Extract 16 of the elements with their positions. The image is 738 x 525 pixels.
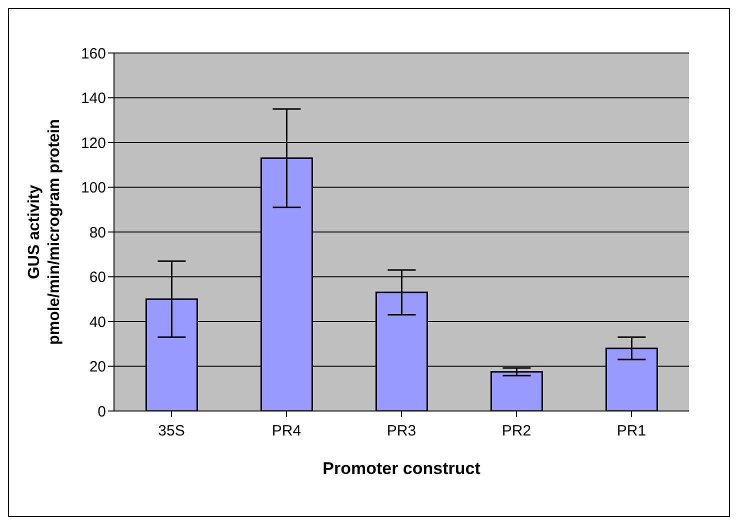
x-axis-title: Promoter construct bbox=[322, 459, 481, 478]
x-tick-label: PR3 bbox=[386, 422, 416, 440]
x-tick-label: PR4 bbox=[272, 422, 302, 440]
y-tick-label: 160 bbox=[80, 45, 106, 62]
y-axis-title: GUS activity pmole/min/microgram protein bbox=[26, 119, 63, 345]
y-tick-label: 120 bbox=[80, 134, 106, 152]
y-tick-label: 80 bbox=[89, 224, 106, 242]
x-tick-label: PR2 bbox=[502, 422, 532, 440]
y-tick-label: 100 bbox=[80, 180, 106, 197]
x-tick-label: PR1 bbox=[616, 422, 646, 440]
y-tick-label: 40 bbox=[89, 314, 106, 331]
y-tick-label: 60 bbox=[89, 269, 106, 286]
x-tick-label: 35S bbox=[158, 422, 185, 440]
y-tick-label: 0 bbox=[98, 403, 106, 420]
y-tick-label: 20 bbox=[89, 358, 106, 376]
y-tick-label: 140 bbox=[80, 90, 106, 108]
